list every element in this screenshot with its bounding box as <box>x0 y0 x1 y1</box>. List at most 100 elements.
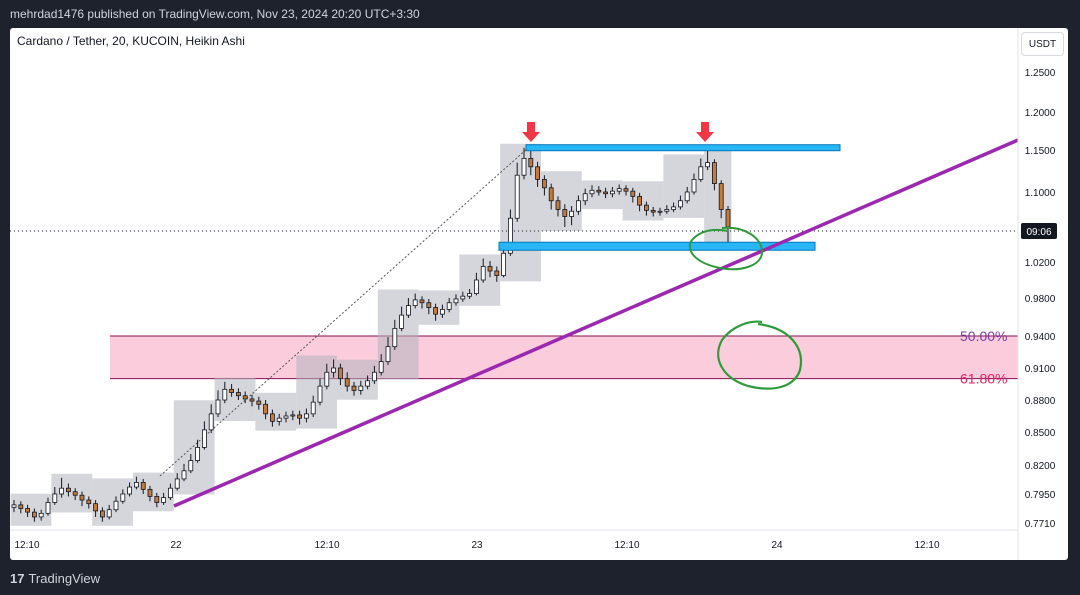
candle-body[interactable] <box>603 191 608 195</box>
candle-body[interactable] <box>229 388 235 393</box>
candle-body[interactable] <box>487 266 493 272</box>
candle-body[interactable] <box>657 210 663 213</box>
price-axis[interactable]: 1.2500 1.2000 1.1500 1.1000 1.0200 0.9800 0.94… <box>1025 68 1056 530</box>
candle-body[interactable] <box>460 295 466 300</box>
candle-body[interactable] <box>249 398 255 402</box>
candle-body[interactable] <box>208 413 214 431</box>
candle-body[interactable] <box>392 327 398 348</box>
candle-body[interactable] <box>351 385 357 391</box>
candle-body[interactable] <box>297 414 303 419</box>
candle-body[interactable] <box>174 478 180 489</box>
green-circle-annotation[interactable] <box>717 320 803 390</box>
candle-body[interactable] <box>167 487 173 499</box>
candle-body[interactable] <box>412 299 418 306</box>
candle-body[interactable] <box>718 183 724 210</box>
candle-body[interactable] <box>535 166 540 180</box>
candle-body[interactable] <box>25 508 31 513</box>
candle-body[interactable] <box>528 157 534 168</box>
candle-body[interactable] <box>79 494 85 501</box>
candle-body[interactable] <box>127 486 132 495</box>
candle-body[interactable] <box>433 307 439 315</box>
candle-body[interactable] <box>494 270 500 276</box>
candle-body[interactable] <box>507 217 513 254</box>
range-band[interactable] <box>459 254 501 306</box>
candle-body[interactable] <box>344 378 350 387</box>
candle-body[interactable] <box>671 206 676 210</box>
candle-body[interactable] <box>501 252 507 276</box>
candle-body[interactable] <box>303 413 309 419</box>
candle-body[interactable] <box>86 499 92 505</box>
projection-dotted-line[interactable] <box>159 147 529 477</box>
range-band[interactable] <box>581 180 623 210</box>
range-band[interactable] <box>663 154 705 218</box>
candle-body[interactable] <box>610 190 615 195</box>
time-axis[interactable]: 12:10 22 12:10 23 12:10 24 12:10 <box>14 540 939 551</box>
green-circle-annotation[interactable] <box>688 226 764 271</box>
candle-body[interactable] <box>134 481 139 488</box>
candle-body[interactable] <box>399 314 405 329</box>
candle-body[interactable] <box>242 395 248 400</box>
candle-body[interactable] <box>140 481 146 490</box>
candle-body[interactable] <box>100 510 105 518</box>
candle-body[interactable] <box>623 188 629 192</box>
range-band[interactable] <box>704 146 732 249</box>
candle-body[interactable] <box>38 512 44 518</box>
candle-body[interactable] <box>637 195 642 206</box>
fib-zone-rect[interactable] <box>110 336 1018 379</box>
candle-body[interactable] <box>45 502 51 514</box>
candle-body[interactable] <box>66 487 71 493</box>
candle-body[interactable] <box>120 493 126 502</box>
candle-body[interactable] <box>446 302 452 310</box>
candle-body[interactable] <box>426 302 432 308</box>
candle-body[interactable] <box>263 403 269 415</box>
candle-body[interactable] <box>691 178 697 193</box>
range-band[interactable] <box>214 377 256 422</box>
candle-body[interactable] <box>161 497 167 503</box>
candle-body[interactable] <box>52 493 58 503</box>
candle-body[interactable] <box>480 266 486 281</box>
candle-body[interactable] <box>59 487 64 495</box>
candle-body[interactable] <box>222 388 228 401</box>
candle-body[interactable] <box>405 305 411 316</box>
candle-body[interactable] <box>235 392 241 397</box>
candle-body[interactable] <box>678 200 683 208</box>
candle-body[interactable] <box>664 209 670 212</box>
range-band[interactable] <box>173 400 215 495</box>
candle-body[interactable] <box>521 157 527 176</box>
range-band[interactable] <box>337 359 378 400</box>
candle-body[interactable] <box>705 162 710 168</box>
candle-body[interactable] <box>113 500 119 511</box>
candle-body[interactable] <box>181 470 187 480</box>
candle-body[interactable] <box>542 178 547 189</box>
candle-body[interactable] <box>188 460 194 472</box>
candle-body[interactable] <box>358 385 364 391</box>
candle-body[interactable] <box>371 371 377 382</box>
range-band[interactable] <box>133 472 174 512</box>
down-arrow-icon[interactable] <box>522 122 540 142</box>
candle-body[interactable] <box>589 189 595 195</box>
candlestick-series[interactable] <box>11 147 731 522</box>
candle-body[interactable] <box>712 162 717 185</box>
currency-button[interactable]: USDT <box>1021 32 1064 56</box>
range-band[interactable] <box>622 181 664 221</box>
candle-body[interactable] <box>11 504 17 508</box>
candle-body[interactable] <box>290 414 296 417</box>
candle-body[interactable] <box>616 188 622 192</box>
range-band[interactable] <box>92 478 133 526</box>
candle-body[interactable] <box>419 299 425 304</box>
candle-body[interactable] <box>698 166 704 180</box>
candle-body[interactable] <box>630 190 636 197</box>
resistance-box[interactable] <box>525 144 841 152</box>
support-box[interactable] <box>498 241 816 251</box>
candle-body[interactable] <box>215 399 221 415</box>
candle-body[interactable] <box>195 446 201 461</box>
range-band[interactable] <box>51 473 93 513</box>
range-band[interactable] <box>10 493 52 526</box>
candle-body[interactable] <box>337 367 343 380</box>
candle-body[interactable] <box>385 346 391 362</box>
candle-body[interactable] <box>644 204 649 211</box>
candle-body[interactable] <box>576 200 581 212</box>
candle-body[interactable] <box>378 361 384 373</box>
range-band[interactable] <box>377 289 419 380</box>
chart-area[interactable]: 50.00% 61.80% 1.2500 1.2000 1.1500 1.1000 1.… <box>10 28 1068 560</box>
